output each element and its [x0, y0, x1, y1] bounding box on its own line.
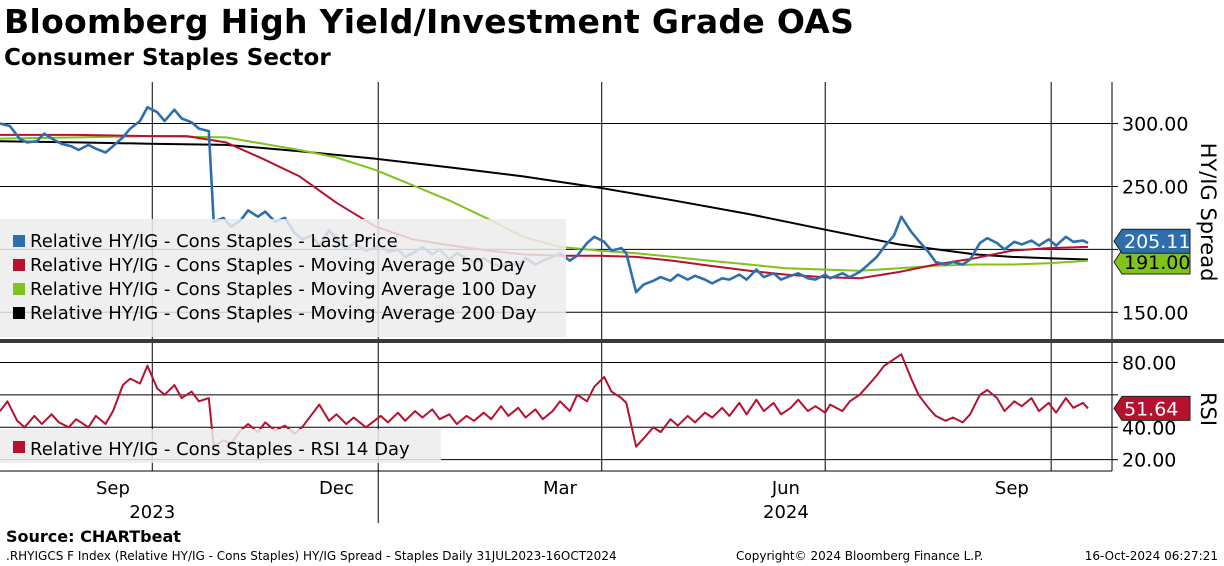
ma50-line — [0, 133, 1089, 280]
ma100-last-value-flag: 191.00 — [1113, 249, 1191, 275]
legend-swatch-ma100 — [13, 283, 25, 295]
rsi-last-value-flag: 51.64 — [1113, 395, 1191, 421]
y-axis-title-lower: RSI — [1196, 392, 1220, 426]
copyright-note: Copyright© 2024 Bloomberg Finance L.P. — [736, 549, 984, 563]
y-axis-title-upper: HY/IG Spread — [1196, 143, 1220, 282]
y-tick-label-upper: 300.00 — [1122, 114, 1188, 136]
rsi-last-value-flag-label: 51.64 — [1124, 398, 1178, 420]
legend-swatch-ma50 — [13, 259, 25, 271]
y-tick-label-upper: 150.00 — [1122, 302, 1188, 324]
x-tick-label-month: Sep — [96, 478, 130, 499]
x-tick-label-month: Sep — [995, 478, 1029, 499]
legend-swatch-ma200 — [13, 307, 25, 319]
source-note: Source: CHARTbeat — [6, 527, 181, 546]
legend-entry-ma200: Relative HY/IG - Cons Staples - Moving A… — [30, 303, 537, 324]
x-tick-label-year: 2023 — [129, 502, 175, 523]
panel-divider — [0, 339, 1224, 343]
legend-upper: Relative HY/IG - Cons Staples - Last Pri… — [0, 219, 566, 337]
timestamp: 16-Oct-2024 06:27:21 — [1084, 549, 1218, 563]
last-price-value-flag-label: 205.11 — [1124, 231, 1190, 253]
legend-entry-rsi: Relative HY/IG - Cons Staples - RSI 14 D… — [30, 439, 410, 460]
x-tick-label-month: Jun — [771, 478, 800, 499]
legend-swatch-rsi — [13, 441, 25, 453]
rsi-last-value-flag-shape — [1113, 395, 1191, 421]
ma100-last-value-flag-label: 191.00 — [1124, 252, 1190, 274]
legend-entry-ma100: Relative HY/IG - Cons Staples - Moving A… — [30, 279, 537, 300]
legend-lower-bg — [0, 429, 441, 463]
x-tick-label-month: Mar — [543, 478, 578, 499]
y-tick-label-lower: 40.00 — [1122, 417, 1176, 439]
x-tick-label-year: 2024 — [763, 502, 809, 523]
x-tick-label-month: Dec — [319, 478, 354, 499]
y-tick-label-lower: 80.00 — [1122, 352, 1176, 374]
ticker-description: .RHYIGCS F Index (Relative HY/IG - Cons … — [6, 549, 617, 563]
last-price-value-flag-shape — [1113, 228, 1191, 254]
rsi-line — [0, 353, 1089, 448]
legend-swatch-last_price — [13, 235, 25, 247]
chart-title: Bloomberg High Yield/Investment Grade OA… — [4, 2, 855, 41]
chart-subtitle: Consumer Staples Sector — [4, 45, 331, 71]
legend-upper-bg — [0, 219, 566, 337]
legend-entry-last_price: Relative HY/IG - Cons Staples - Last Pri… — [30, 231, 398, 252]
legend-entry-ma50: Relative HY/IG - Cons Staples - Moving A… — [30, 255, 525, 276]
y-tick-label-lower: 20.00 — [1122, 450, 1176, 472]
legend-lower: Relative HY/IG - Cons Staples - RSI 14 D… — [0, 429, 441, 463]
last-price-value-flag: 205.11 — [1113, 228, 1191, 254]
y-tick-label-upper: 250.00 — [1122, 176, 1188, 198]
